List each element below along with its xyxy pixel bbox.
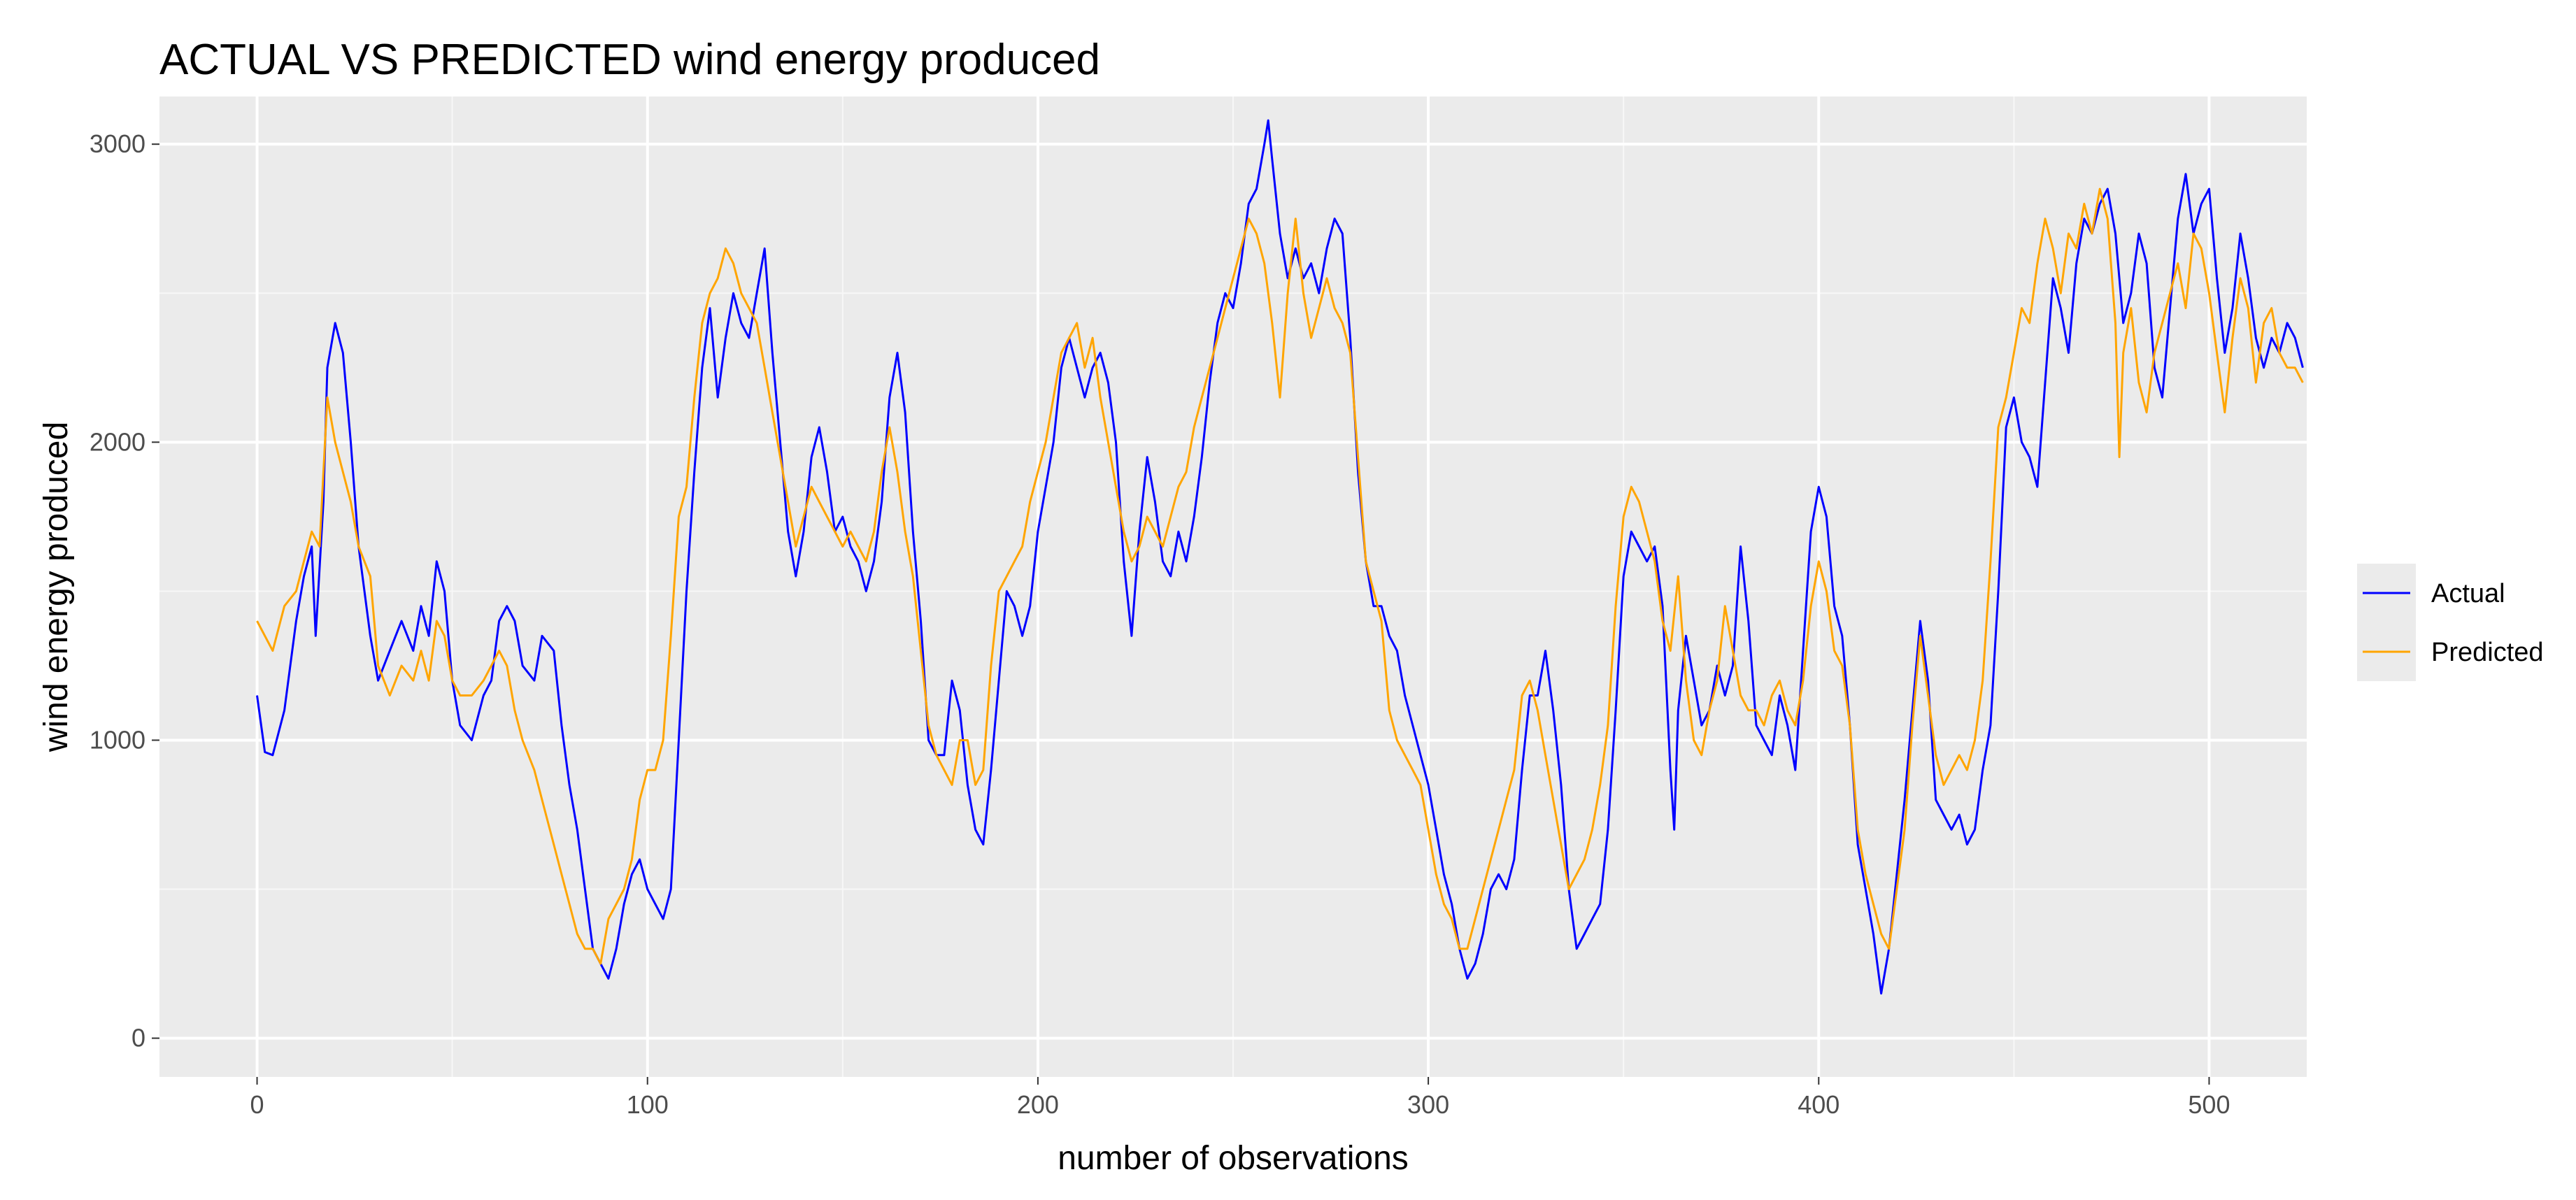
series-line-predicted — [256, 187, 2304, 965]
x-tick-label: 100 — [627, 1090, 669, 1119]
x-axis-ticks: 0 100 200 300 400 500 — [250, 1077, 2230, 1119]
x-tick-label: 400 — [1798, 1090, 1840, 1119]
y-axis-ticks: 0 1000 2000 3000 — [90, 129, 159, 1052]
x-tick-label: 500 — [2188, 1090, 2230, 1119]
legend-label-predicted: Predicted — [2431, 638, 2544, 667]
y-tick-label: 1000 — [90, 725, 145, 754]
legend-label-actual: Actual — [2431, 579, 2505, 608]
series-line-actual — [256, 119, 2304, 995]
x-tick-label: 0 — [250, 1090, 264, 1119]
x-tick-label: 200 — [1017, 1090, 1059, 1119]
y-tick-label: 2000 — [90, 427, 145, 456]
minor-gridlines — [159, 97, 2307, 1077]
chart-title: ACTUAL VS PREDICTED wind energy produced — [159, 36, 1100, 84]
y-tick-label: 3000 — [90, 129, 145, 158]
y-axis-title: wind energy produced — [38, 422, 75, 752]
major-gridlines — [159, 97, 2307, 1077]
legend: Actual Predicted — [2357, 564, 2544, 681]
legend-keys-background — [2357, 564, 2416, 681]
x-axis-title: number of observations — [1058, 1140, 1409, 1177]
series-lines — [256, 119, 2304, 995]
x-tick-label: 300 — [1407, 1090, 1449, 1119]
y-tick-label: 0 — [131, 1024, 145, 1052]
